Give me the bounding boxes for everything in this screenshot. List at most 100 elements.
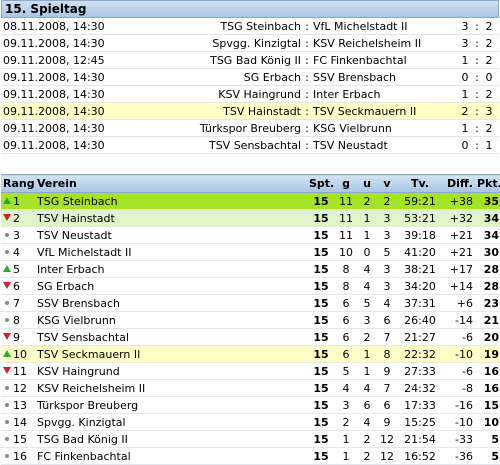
goal-difference: +6 [443, 294, 475, 312]
standings-row[interactable]: 5 Inter Erbach 15 8 4 3 38:21 +17 28 [1, 260, 500, 278]
match-row[interactable]: 09.11.2008, 14:30 TSV Sensbachtal: TSV Neu… [1, 136, 499, 154]
games-played: 15 [307, 294, 335, 312]
header-diff[interactable]: Diff. [443, 174, 475, 193]
team-name[interactable]: TSV Neustadt [35, 226, 307, 244]
standings-row[interactable]: 9 TSV Sensbachtal 15 6 2 7 21:27 -6 20 [1, 328, 500, 346]
team-name[interactable]: SSV Brensbach [35, 294, 307, 312]
losses: 9 [377, 413, 397, 431]
team-name[interactable]: Inter Erbach [35, 260, 307, 278]
standings-row[interactable]: 11 KSV Haingrund 15 5 1 9 27:33 -6 16 [1, 362, 500, 380]
score-separator: : [475, 138, 479, 152]
arrow-up-icon [3, 265, 11, 272]
header-v[interactable]: v [377, 174, 397, 193]
team-name[interactable]: KSV Reichelsheim II [35, 379, 307, 397]
arrow-down-icon [3, 282, 11, 289]
match-row[interactable]: 09.11.2008, 14:30 KSV Haingrund: Inter Erb… [1, 85, 499, 103]
standings-row[interactable]: 12 KSV Reichelsheim II 15 4 4 7 24:32 -8 16 [1, 379, 500, 397]
match-separator: : [303, 34, 311, 52]
rank-number: 1 [13, 194, 20, 208]
team-name[interactable]: KSG Vielbrunn [35, 311, 307, 329]
draws: 6 [357, 396, 377, 414]
standings-row[interactable]: 3 TSV Neustadt 15 11 1 3 39:18 +21 34 [1, 226, 500, 244]
team-name[interactable]: TSV Hainstadt [35, 209, 307, 227]
team-name[interactable]: VfL Michelstadt II [35, 243, 307, 261]
standings-row[interactable]: 2 TSV Hainstadt 15 11 1 3 53:21 +32 34 [1, 209, 500, 227]
standings-row[interactable]: 1 TSG Steinbach 15 11 2 2 59:21 +38 35 [1, 192, 500, 210]
match-away-team[interactable]: TSV Seckmauern II [311, 102, 455, 120]
header-rang[interactable]: Rang [1, 174, 35, 193]
rank-number: 4 [13, 245, 20, 259]
losses: 12 [377, 430, 397, 448]
losses: 3 [377, 226, 397, 244]
match-home-team[interactable]: Spvgg. Kinzigtal [155, 34, 303, 52]
header-verein[interactable]: Verein [35, 174, 307, 193]
match-separator: : [303, 51, 311, 69]
match-home-team[interactable]: TSG Steinbach [155, 18, 303, 35]
header-u[interactable]: u [357, 174, 377, 193]
games-played: 15 [307, 260, 335, 278]
standings-row[interactable]: 8 KSG Vielbrunn 15 6 3 6 26:40 -14 21 [1, 311, 500, 329]
match-home-team[interactable]: KSV Haingrund [155, 85, 303, 103]
rank-cell: 16 [1, 447, 35, 465]
standings-row[interactable]: 7 SSV Brensbach 15 6 5 4 37:31 +6 23 [1, 294, 500, 312]
match-away-team[interactable]: KSG Vielbrunn [311, 119, 455, 137]
losses: 8 [377, 345, 397, 363]
match-home-team[interactable]: Türkspor Breuberg [155, 119, 303, 137]
score-home: 1 [461, 87, 469, 101]
match-row[interactable]: 09.11.2008, 12:45 TSG Bad König II: FC Fin… [1, 51, 499, 69]
team-name[interactable]: TSG Steinbach [35, 192, 307, 210]
match-row[interactable]: 09.11.2008, 14:30 TSV Hainstadt: TSV Seckm… [1, 102, 499, 120]
match-away-team[interactable]: Inter Erbach [311, 85, 455, 103]
standings-row[interactable]: 13 Türkspor Breuberg 15 3 6 6 17:33 -16 15 [1, 396, 500, 414]
score-separator: : [475, 36, 479, 50]
standings-row[interactable]: 15 TSG Bad König II 15 1 2 12 21:54 -33 5 [1, 430, 500, 448]
draws: 1 [357, 209, 377, 227]
goal-difference: +17 [443, 260, 475, 278]
match-home-team[interactable]: TSV Sensbachtal [155, 136, 303, 154]
header-tv[interactable]: Tv. [397, 174, 443, 193]
match-home-team[interactable]: TSV Hainstadt [155, 102, 303, 120]
match-away-team[interactable]: KSV Reichelsheim II [311, 34, 455, 52]
match-away-team[interactable]: SSV Brensbach [311, 68, 455, 86]
header-spt[interactable]: Spt. [307, 174, 335, 193]
dot-icon [5, 419, 9, 424]
rank-number: 13 [13, 398, 27, 412]
score-home: 3 [461, 36, 469, 50]
points: 28 [475, 277, 500, 295]
team-name[interactable]: SG Erbach [35, 277, 307, 295]
match-score: 3:2 [455, 18, 499, 35]
arrow-up-icon [3, 350, 11, 357]
standings-row[interactable]: 6 SG Erbach 15 8 4 3 34:20 +14 28 [1, 277, 500, 295]
standings-row[interactable]: 10 TSV Seckmauern II 15 6 1 8 22:32 -10 19 [1, 345, 500, 363]
games-played: 15 [307, 430, 335, 448]
standings-row[interactable]: 16 FC Finkenbachtal 15 1 2 12 16:52 -36 5 [1, 447, 500, 465]
match-row[interactable]: 09.11.2008, 14:30 Türkspor Breuberg: KSG V… [1, 119, 499, 137]
games-played: 15 [307, 396, 335, 414]
match-home-team[interactable]: TSG Bad König II [155, 51, 303, 69]
standings-row[interactable]: 14 Spvgg. Kinzigtal 15 2 4 9 15:25 -10 10 [1, 413, 500, 431]
header-g[interactable]: g [335, 174, 357, 193]
match-away-team[interactable]: FC Finkenbachtal [311, 51, 455, 69]
team-name[interactable]: KSV Haingrund [35, 362, 307, 380]
team-name[interactable]: TSV Seckmauern II [35, 345, 307, 363]
games-played: 15 [307, 311, 335, 329]
team-name[interactable]: TSG Bad König II [35, 430, 307, 448]
score-separator: : [475, 87, 479, 101]
header-pkt[interactable]: Pkt. [475, 174, 500, 193]
match-home-team[interactable]: SG Erbach [155, 68, 303, 86]
match-away-team[interactable]: TSV Neustadt [311, 136, 455, 154]
match-row[interactable]: 08.11.2008, 14:30 TSG Steinbach: VfL Miche… [1, 18, 499, 35]
standings-row[interactable]: 4 VfL Michelstadt II 15 10 0 5 41:20 +21 30 [1, 243, 500, 261]
match-away-team[interactable]: VfL Michelstadt II [311, 18, 455, 35]
team-name[interactable]: FC Finkenbachtal [35, 447, 307, 465]
match-date: 09.11.2008, 14:30 [1, 102, 155, 120]
match-row[interactable]: 09.11.2008, 14:30 SG Erbach: SSV Brensbach… [1, 68, 499, 86]
team-name[interactable]: Türkspor Breuberg [35, 396, 307, 414]
draws: 0 [357, 243, 377, 261]
draws: 2 [357, 192, 377, 210]
match-row[interactable]: 09.11.2008, 14:30 Spvgg. Kinzigtal: KSV Re… [1, 34, 499, 52]
team-name[interactable]: Spvgg. Kinzigtal [35, 413, 307, 431]
goal-difference: -10 [443, 345, 475, 363]
match-separator: : [303, 68, 311, 86]
team-name[interactable]: TSV Sensbachtal [35, 328, 307, 346]
